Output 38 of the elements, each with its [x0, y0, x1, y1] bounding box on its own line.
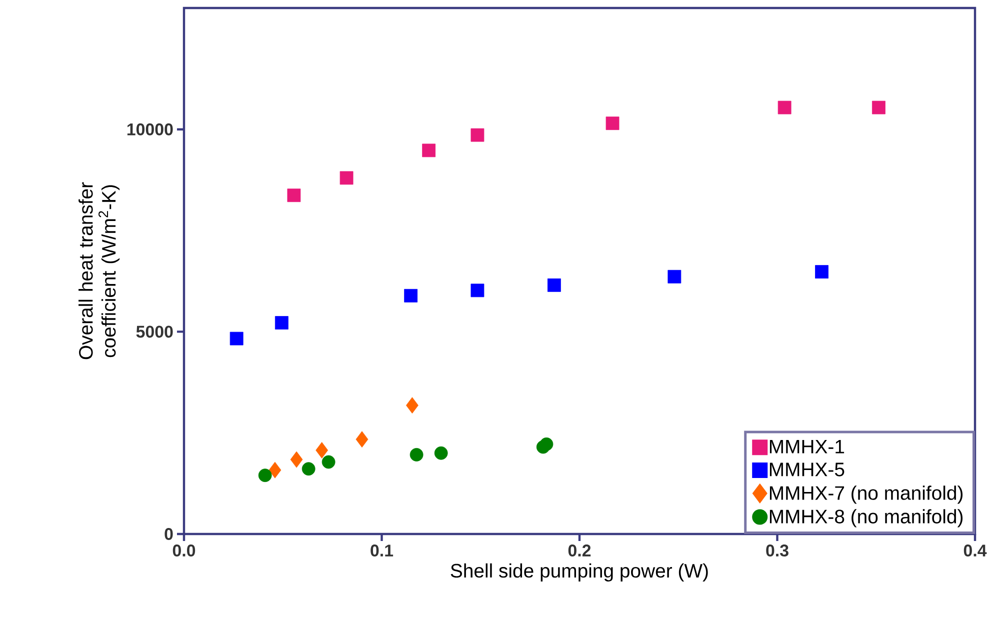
point	[287, 188, 301, 202]
y-tick-label: 10000	[127, 123, 173, 136]
point	[668, 270, 682, 284]
y-tick-label: 5000	[136, 326, 173, 338]
point	[316, 442, 328, 458]
legend-label: MMHX-1	[770, 440, 844, 454]
point	[410, 448, 424, 462]
point	[470, 128, 484, 142]
x-tick-label: 0.2	[568, 544, 591, 557]
x-axis-title: Shell side pumping power (W)	[450, 563, 708, 582]
point	[322, 455, 336, 469]
point	[258, 468, 272, 482]
point	[406, 397, 418, 414]
point	[268, 462, 282, 478]
x-tick-label: 0.3	[766, 544, 788, 557]
x-tick-label: 0.0	[172, 544, 196, 557]
legend-label: MMHX-7 (no manifold)	[770, 486, 963, 504]
x-tick-label: 0.4	[964, 544, 987, 557]
point	[778, 100, 792, 114]
point	[422, 144, 436, 158]
legend-label: MMHX-8 (no manifold)	[770, 509, 963, 528]
point	[470, 284, 484, 298]
point	[815, 265, 828, 279]
legend-label: MMHX-5	[770, 462, 844, 476]
point	[434, 446, 448, 460]
point	[340, 171, 354, 185]
point	[547, 278, 561, 292]
point	[872, 100, 886, 114]
point	[404, 288, 418, 302]
point	[290, 451, 303, 468]
point	[302, 462, 316, 476]
y-tick-label: 0	[164, 528, 173, 540]
point	[274, 316, 288, 330]
point	[606, 116, 620, 130]
point	[356, 431, 368, 448]
point	[540, 437, 554, 451]
point	[230, 332, 244, 346]
x-tick-label: 0.1	[370, 544, 394, 557]
